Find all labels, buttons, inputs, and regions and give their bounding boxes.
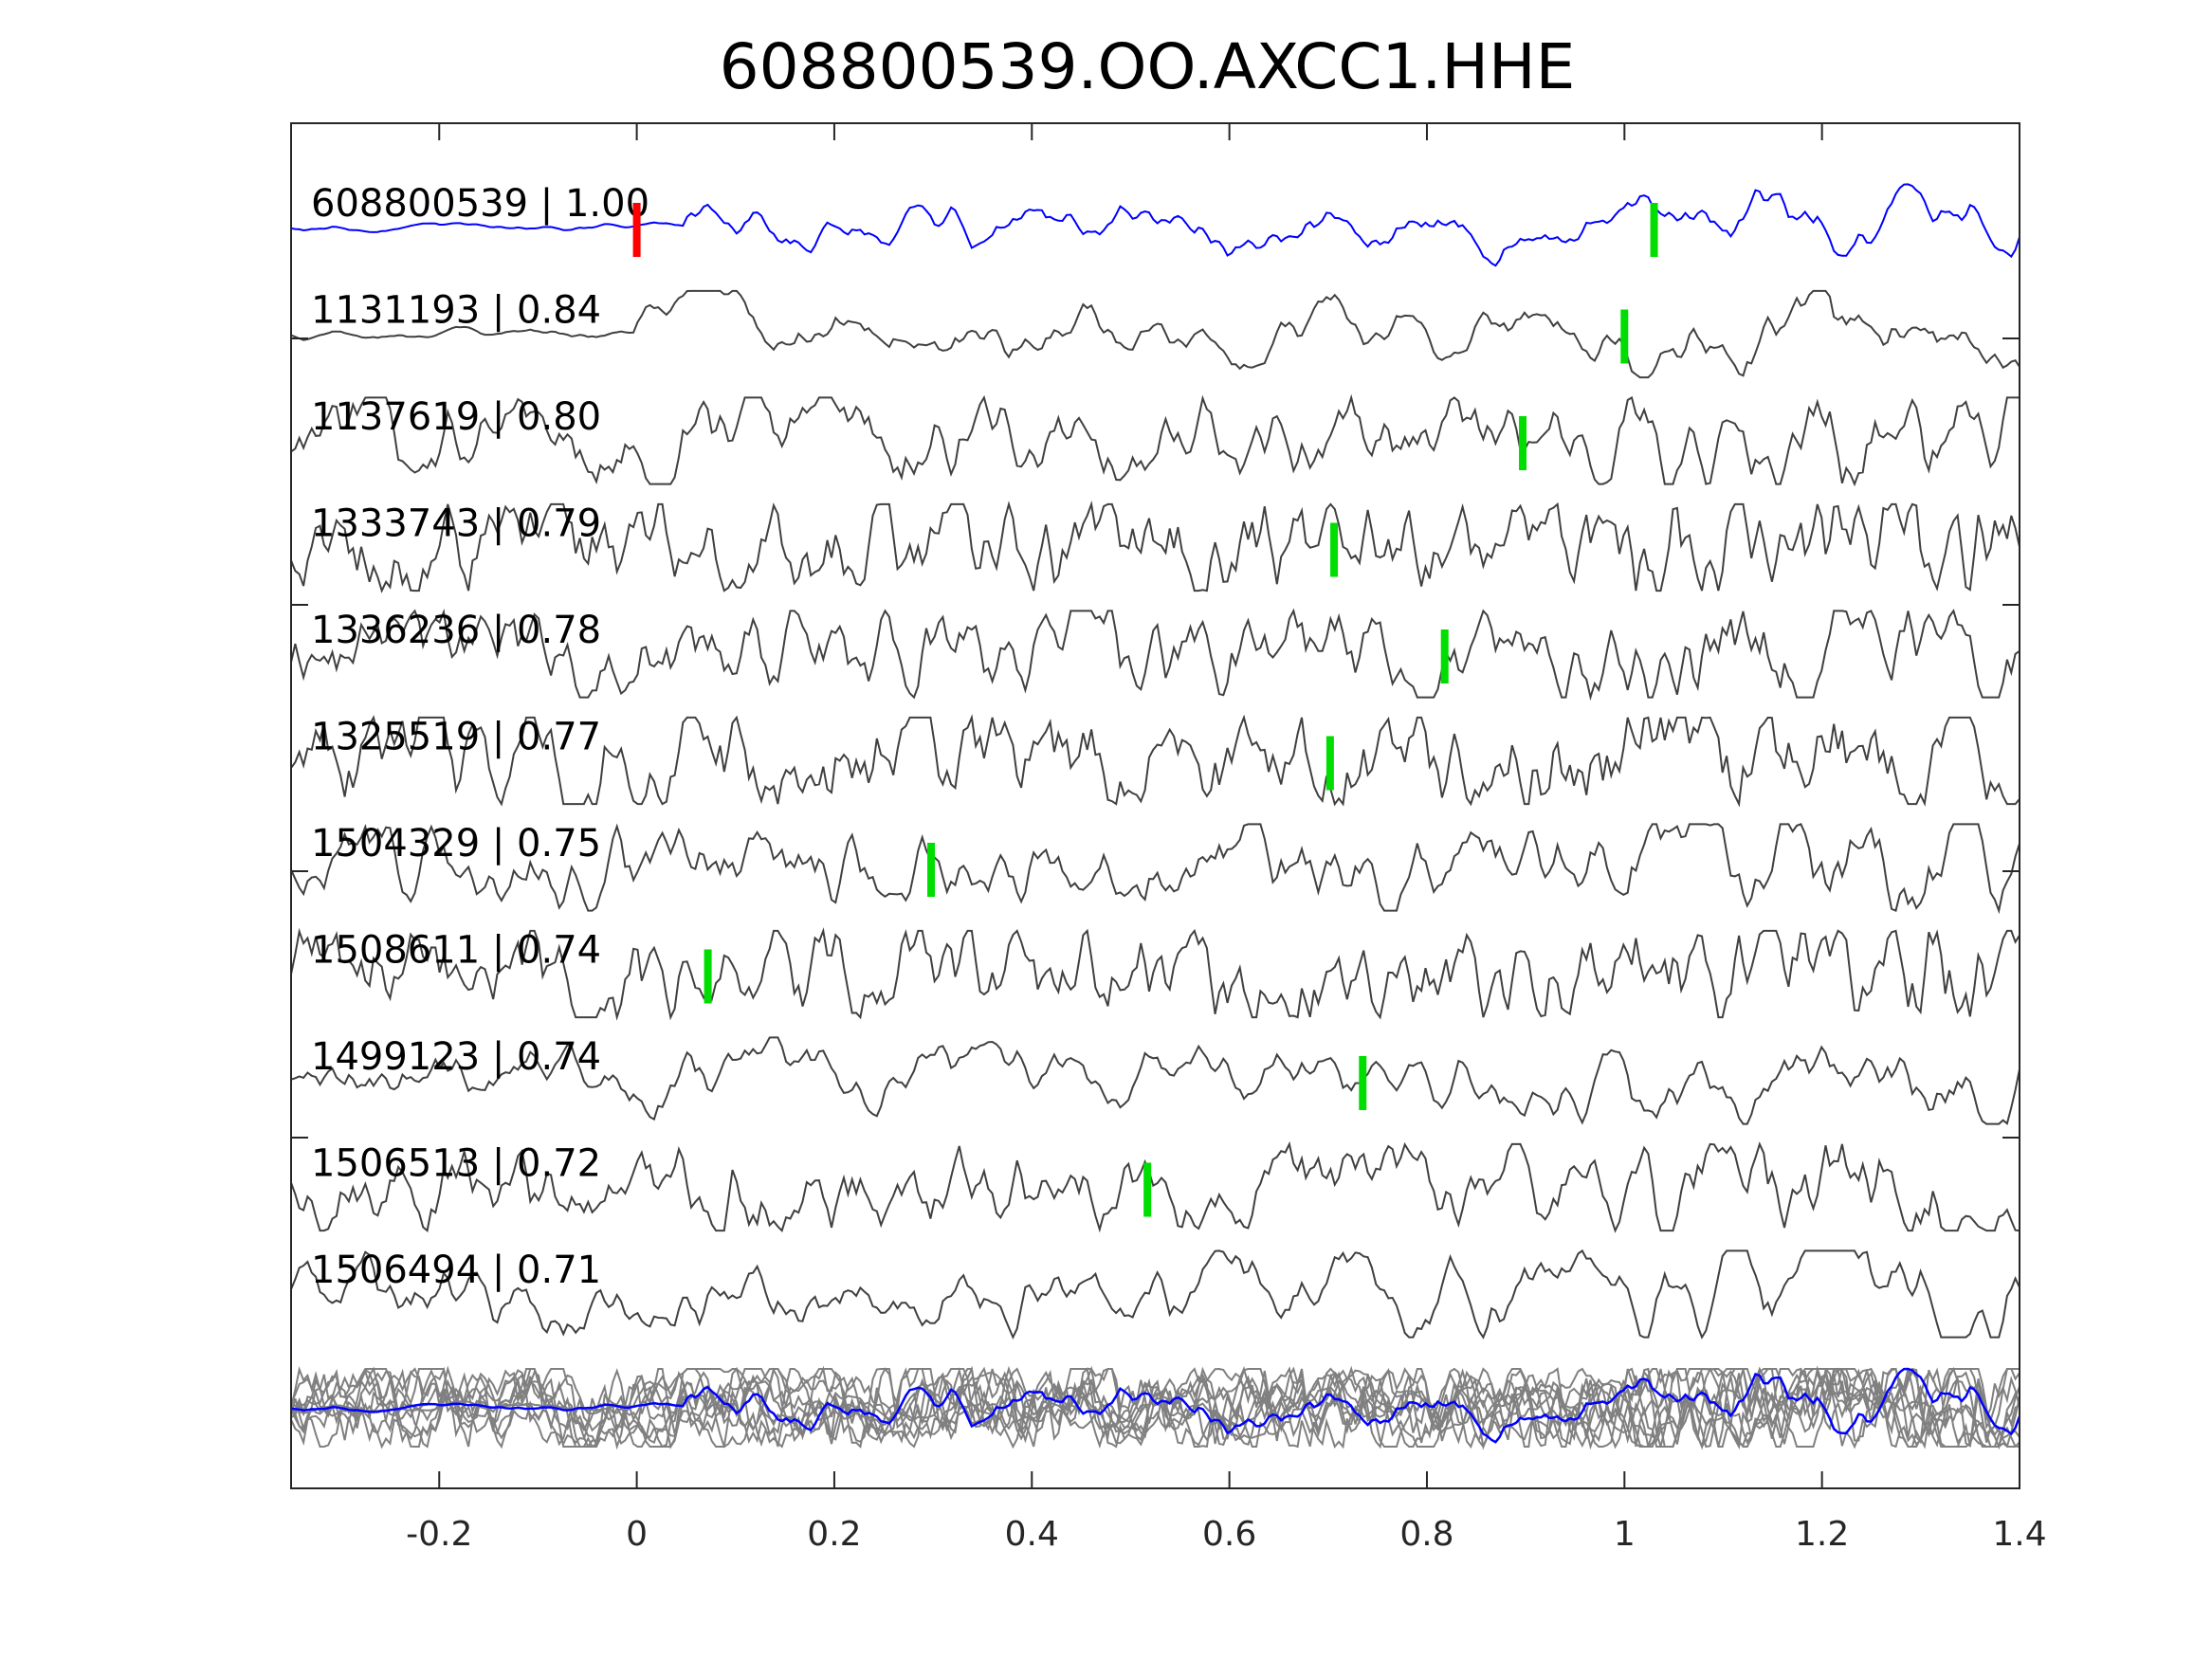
waveform-608800539: [290, 183, 2020, 267]
trace-label: 1499123 | 0.74: [311, 1035, 601, 1079]
reference-pick-marker: [632, 203, 641, 257]
pick-marker: [1519, 416, 1527, 470]
x-tick-label: 0: [626, 1515, 648, 1554]
waveform-1506494: [290, 1249, 2020, 1340]
trace-label: 1508611 | 0.74: [311, 929, 601, 973]
waveform-1504329: [290, 823, 2020, 915]
trace-label: 1325519 | 0.77: [311, 716, 601, 759]
stack-waveform-1506494: [290, 1367, 2020, 1449]
stack-waveform-1336236: [290, 1366, 2020, 1450]
waveform-1333743: [290, 501, 2020, 593]
pick-marker: [1359, 1056, 1367, 1110]
x-tick-label: 0.2: [807, 1515, 861, 1554]
waveform-1137619: [290, 393, 2020, 487]
x-tick-label: 0.6: [1202, 1515, 1256, 1554]
trace-label: 1506494 | 0.71: [311, 1249, 601, 1292]
x-tick-label: 0.4: [1005, 1515, 1059, 1554]
stack-waveform-1506513: [290, 1366, 2020, 1449]
pick-marker: [1650, 203, 1658, 257]
pick-marker: [1440, 629, 1449, 684]
waveform-1131193: [290, 289, 2020, 379]
x-tick-label: -0.2: [406, 1515, 472, 1554]
x-tick-label: 1.2: [1795, 1515, 1849, 1554]
axes-box: [290, 122, 2020, 1489]
trace-label: 1336236 | 0.78: [311, 609, 601, 652]
waveform-1506513: [290, 1140, 2020, 1233]
trace-label: 608800539 | 1.00: [311, 182, 649, 226]
trace-label: 1137619 | 0.80: [311, 395, 601, 439]
waveform-1499123: [290, 1036, 2020, 1125]
stack-overlay: [290, 1365, 2021, 1450]
waveform-1336236: [290, 608, 2020, 702]
trace-label: 1333743 | 0.79: [311, 502, 601, 546]
pick-marker: [1143, 1162, 1152, 1217]
pick-marker: [927, 843, 936, 897]
pick-marker: [1330, 522, 1339, 577]
x-tick-label: 1.4: [1992, 1515, 2046, 1554]
x-tick-label: 1: [1614, 1515, 1636, 1554]
pick-marker: [1325, 736, 1334, 791]
pick-marker: [1620, 309, 1629, 364]
chart-title: 608800539.OO.AXCC1.HHE: [719, 30, 1576, 103]
trace-label: 1506513 | 0.72: [311, 1142, 601, 1186]
stack-waveform-1499123: [290, 1368, 2020, 1449]
stack-waveform-1137619: [290, 1365, 2020, 1449]
waveform-1508611: [290, 927, 2020, 1021]
trace-label: 1504329 | 0.75: [311, 822, 601, 866]
stack-reference-waveform: [290, 1367, 2021, 1444]
pick-marker: [704, 949, 712, 1004]
x-tick-label: 0.8: [1399, 1515, 1453, 1554]
waveform-1325519: [290, 714, 2020, 808]
trace-label: 1131193 | 0.84: [311, 289, 601, 333]
